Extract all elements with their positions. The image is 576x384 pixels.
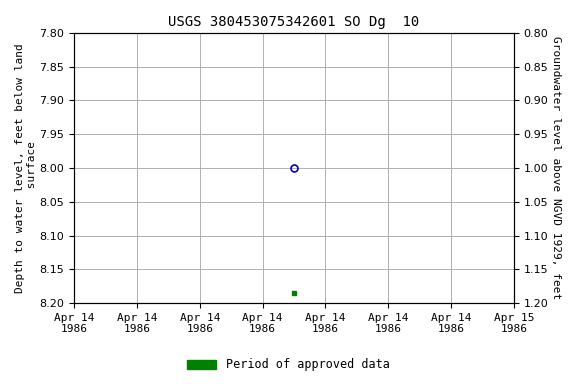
Y-axis label: Depth to water level, feet below land
 surface: Depth to water level, feet below land su…: [15, 43, 37, 293]
Title: USGS 380453075342601 SO Dg  10: USGS 380453075342601 SO Dg 10: [168, 15, 419, 29]
Y-axis label: Groundwater level above NGVD 1929, feet: Groundwater level above NGVD 1929, feet: [551, 36, 561, 300]
Legend: Period of approved data: Period of approved data: [182, 354, 394, 376]
